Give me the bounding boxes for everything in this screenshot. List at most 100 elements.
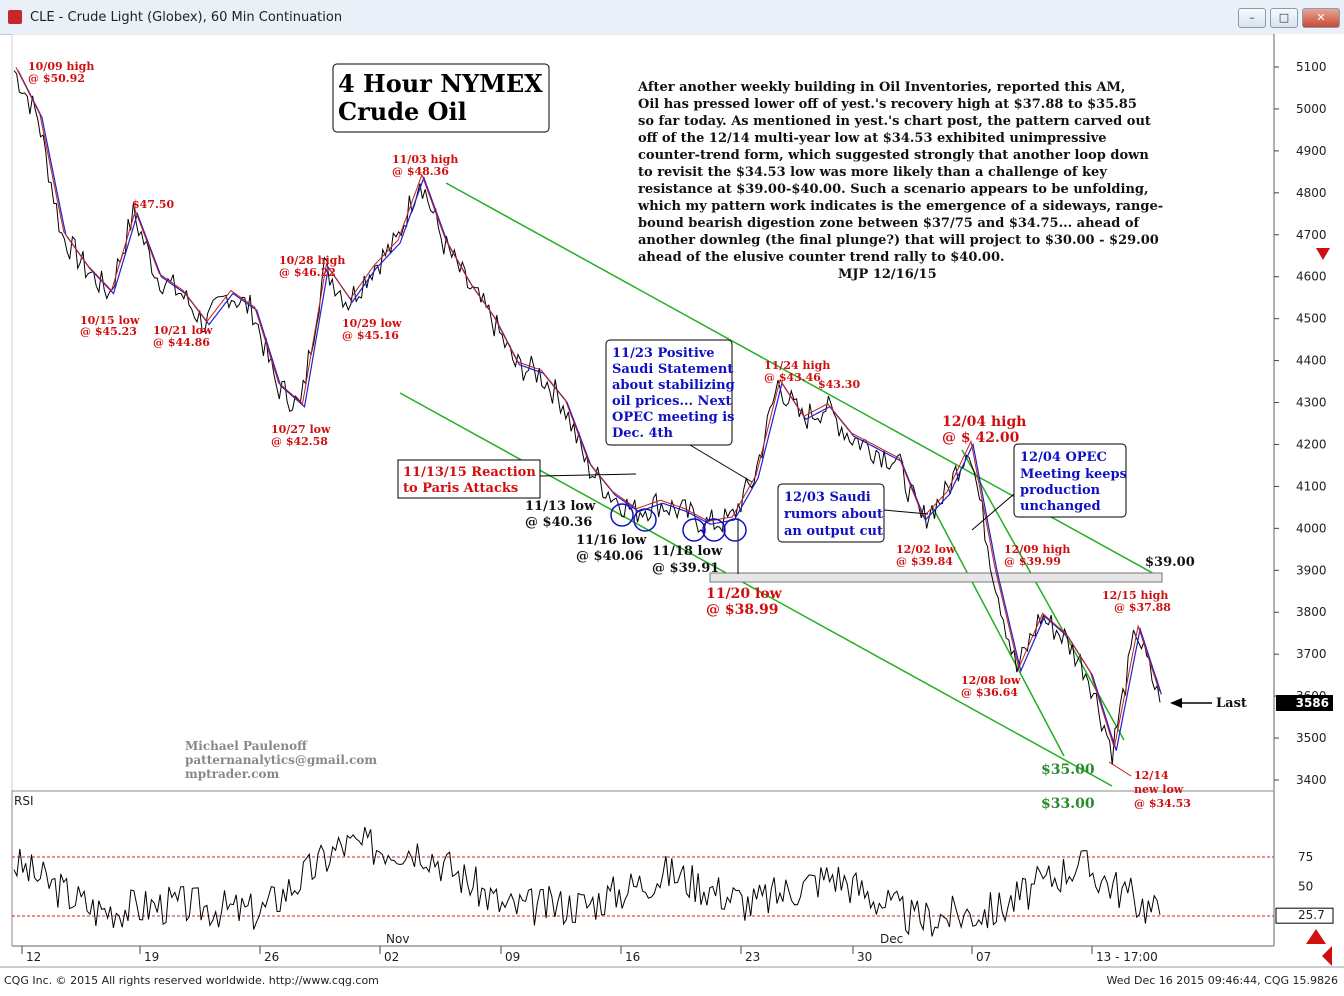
scroll-up-arrow-icon[interactable] bbox=[1306, 929, 1326, 944]
annotation-1103-high: 11/03 high bbox=[392, 153, 458, 166]
paris-attacks-line-2: to Paris Attacks bbox=[403, 481, 518, 496]
close-button[interactable]: ✕ bbox=[1302, 8, 1340, 28]
opec-meeting-line: Meeting keeps bbox=[1020, 467, 1127, 482]
price-axis-panel bbox=[1274, 34, 1344, 991]
footer-timestamp: Wed Dec 16 2015 09:46:44, CQG 15.9826 bbox=[1107, 974, 1339, 987]
rsi-tick-label: 25.7 bbox=[1298, 908, 1325, 922]
time-tick-label: 02 bbox=[384, 950, 399, 964]
price-tick-label: 3400 bbox=[1296, 773, 1327, 787]
chart-title-line-2: Crude Oil bbox=[338, 97, 467, 126]
saudi-statement-line: Dec. 4th bbox=[612, 426, 674, 441]
paris-attacks-box bbox=[397, 459, 541, 499]
annotation-1209-high: 12/09 high bbox=[1004, 543, 1070, 556]
opec-meeting-line: unchanged bbox=[1020, 499, 1101, 514]
low-circle bbox=[682, 518, 706, 542]
time-axis-labels: 12 19 26 02 09 16 23 30 07 13 - 17:00 Nov Dec bbox=[21, 932, 1158, 964]
saudi-rumors-pointer bbox=[883, 509, 929, 515]
annotation-1027-low-value: @ $42.58 bbox=[271, 435, 328, 448]
price-tick-label: 4100 bbox=[1296, 479, 1327, 493]
annotation-1021-low: 10/21 low bbox=[153, 324, 213, 337]
chart-window: RSI 340035003600370038003900400041004200… bbox=[0, 33, 1344, 994]
footer-copyright: CQG Inc. © 2015 All rights reserved worl… bbox=[4, 974, 379, 987]
scroll-left-arrow-icon[interactable] bbox=[1322, 946, 1332, 966]
commentary-line: off of the 12/14 multi-year low at $34.5… bbox=[638, 131, 1107, 146]
commentary-line: ahead of the elusive counter trend rally… bbox=[638, 250, 1005, 265]
annotation-1209-high-value: @ $39.99 bbox=[1004, 555, 1061, 568]
steep-lower-line bbox=[931, 505, 1065, 757]
scroll-down-arrow-icon[interactable] bbox=[1316, 248, 1330, 260]
saudi-rumors-line: an output cut bbox=[784, 524, 883, 539]
commentary-line: After another weekly building in Oil Inv… bbox=[637, 80, 1125, 95]
signature: MJP 12/16/15 bbox=[838, 267, 937, 282]
credit-author: Michael Paulenoff bbox=[185, 739, 308, 753]
annotation-1214-low: 12/14 bbox=[1134, 769, 1169, 782]
saudi-rumors-box bbox=[777, 483, 885, 543]
time-tick-label: 16 bbox=[625, 950, 640, 964]
saudi-rumors-line: rumors about bbox=[784, 507, 883, 522]
rsi-tick-label: 50 bbox=[1298, 880, 1313, 894]
window-title: CLE - Crude Light (Globex), 60 Min Conti… bbox=[30, 10, 343, 25]
annotation-1120-low-value: @ $38.99 bbox=[706, 602, 778, 618]
annotation-1021-low-value: @ $44.86 bbox=[153, 336, 210, 349]
month-label: Nov bbox=[386, 932, 409, 946]
annotation-1113-low: 11/13 low bbox=[525, 499, 596, 514]
credit-site: mptrader.com bbox=[185, 767, 279, 781]
annotation-1214-new-low: new low bbox=[1134, 783, 1184, 796]
annotation-1009-high: 10/09 high bbox=[28, 60, 94, 73]
minimize-button[interactable]: – bbox=[1238, 8, 1266, 28]
resistance-band-3900 bbox=[709, 572, 1163, 583]
time-tick-label: 09 bbox=[505, 950, 520, 964]
month-label: Dec bbox=[880, 932, 903, 946]
saudi-rumors-line: 12/03 Saudi bbox=[784, 490, 871, 505]
annotation-1015-low: 10/15 low bbox=[80, 314, 140, 327]
commentary-line: which my pattern work indicates is the e… bbox=[637, 199, 1163, 214]
price-tick-label: 4800 bbox=[1296, 186, 1327, 200]
saudi-statement-pointer bbox=[689, 444, 753, 483]
time-tick-label: 07 bbox=[976, 950, 991, 964]
annotation-1116-low-value: @ $40.06 bbox=[576, 549, 643, 564]
annotation-1215-high-value: @ $37.88 bbox=[1114, 601, 1171, 614]
commentary-line: bound bearish digestion zone between $37… bbox=[638, 216, 1141, 231]
time-axis-panel bbox=[0, 946, 1344, 991]
saudi-statement-box bbox=[605, 339, 733, 446]
annotation-1029-low-value: @ $45.16 bbox=[342, 329, 399, 342]
price-tick-label: 4000 bbox=[1296, 521, 1327, 535]
last-label: Last bbox=[1216, 696, 1247, 711]
low-circles bbox=[610, 503, 747, 542]
rsi-tick-label: 75 bbox=[1298, 850, 1313, 864]
commentary-line: Oil has pressed lower off of yest.'s rec… bbox=[638, 97, 1137, 112]
price-chart[interactable]: RSI 340035003600370038003900400041004200… bbox=[0, 33, 1344, 994]
annotation-4330: $43.30 bbox=[818, 378, 860, 391]
annotation-1029-low: 10/29 low bbox=[342, 317, 402, 330]
commentary-line: to revisit the $34.53 low was more likel… bbox=[638, 165, 1107, 180]
opec-meeting-pointer bbox=[971, 493, 1015, 531]
annotation-1124-high: 11/24 high bbox=[764, 359, 830, 372]
annotation-1204-high-value: @ $ 42.00 bbox=[942, 430, 1020, 446]
price-tick-label: 3700 bbox=[1296, 647, 1327, 661]
annotation-4750: $47.50 bbox=[132, 198, 174, 211]
annotation-1208-low-value: @ $36.64 bbox=[961, 686, 1018, 699]
commentary-line: resistance at $39.00-$40.00. Such a scen… bbox=[638, 182, 1149, 197]
low-circle bbox=[702, 518, 726, 542]
price-tick-label: 5100 bbox=[1296, 60, 1327, 74]
low-circle bbox=[723, 518, 747, 542]
annotation-1118-low-value: @ $39.91 bbox=[652, 561, 719, 576]
price-tick-label: 3500 bbox=[1296, 731, 1327, 745]
annotation-1028-high-value: @ $46.22 bbox=[279, 266, 336, 279]
price-annotations: 10/09 high @ $50.92 10/15 low @ $45.23 $… bbox=[28, 60, 1195, 812]
chart-title-box: 4 Hour NYMEX Crude Oil bbox=[332, 63, 550, 133]
time-tick-label: 12 bbox=[26, 950, 41, 964]
rsi-label: RSI bbox=[14, 794, 34, 808]
time-tick-label: 26 bbox=[264, 950, 279, 964]
price-tick-label: 5000 bbox=[1296, 102, 1327, 116]
annotation-1214-pointer bbox=[1108, 761, 1132, 777]
annotation-3900: $39.00 bbox=[1145, 555, 1195, 570]
moving-average-line-2 bbox=[15, 67, 1160, 748]
time-tick-label: 23 bbox=[745, 950, 760, 964]
credits: Michael Paulenoff patternanalytics@gmail… bbox=[185, 739, 377, 781]
annotation-1027-low: 10/27 low bbox=[271, 423, 331, 436]
price-tick-label: 4300 bbox=[1296, 396, 1327, 410]
annotation-1208-low: 12/08 low bbox=[961, 674, 1021, 687]
maximize-button[interactable]: □ bbox=[1270, 8, 1298, 28]
annotation-1103-high-value: @ $48.36 bbox=[392, 165, 449, 178]
